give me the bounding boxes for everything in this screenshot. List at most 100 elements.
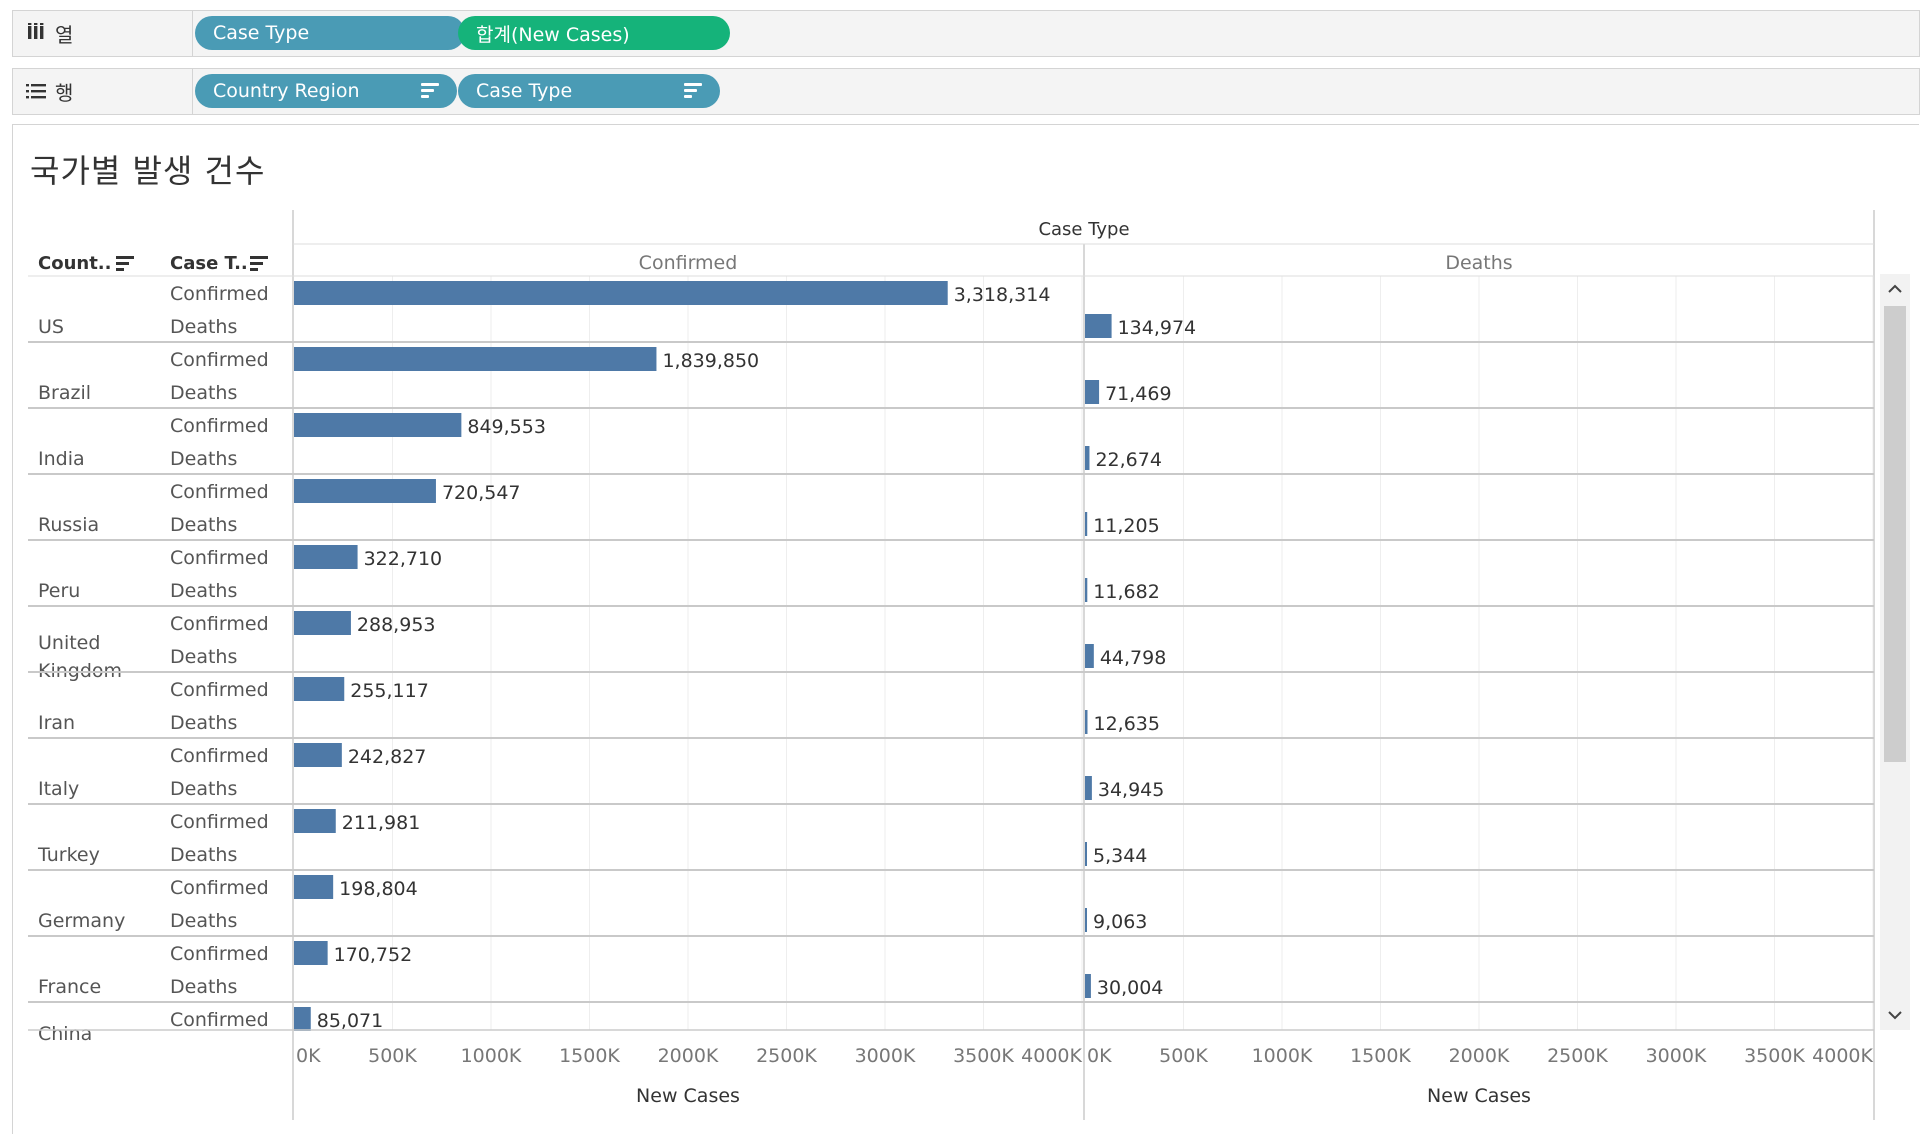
pill-sum-new-cases[interactable]: 합계(New Cases) [458, 16, 730, 50]
data-label-deaths: 5,344 [1093, 845, 1147, 867]
bar-deaths[interactable] [1085, 644, 1094, 668]
data-label-confirmed: 720,547 [442, 482, 521, 504]
data-label-confirmed: 1,839,850 [662, 350, 759, 372]
country-label: Russia [38, 514, 99, 536]
bar-confirmed[interactable] [294, 479, 436, 503]
bar-deaths[interactable] [1085, 776, 1092, 800]
country-label: India [38, 448, 85, 470]
axis-tick-label: 0K [296, 1045, 321, 1067]
case-type-label: Confirmed [170, 877, 269, 899]
data-label-deaths: 30,004 [1097, 977, 1163, 999]
pane-header-deaths: Deaths [1445, 252, 1512, 274]
bar-confirmed[interactable] [294, 743, 342, 767]
case-type-label: Deaths [170, 646, 237, 668]
sort-icon[interactable] [250, 268, 258, 271]
data-label-confirmed: 170,752 [334, 944, 413, 966]
column-header-country: Count.. [38, 253, 112, 274]
case-type-label: Confirmed [170, 1009, 269, 1031]
columns-shelf-label: 열 [13, 11, 193, 56]
axis-title: New Cases [636, 1085, 740, 1107]
data-label-deaths: 134,974 [1118, 317, 1197, 339]
sort-icon[interactable] [116, 262, 129, 265]
data-label-confirmed: 85,071 [317, 1010, 383, 1032]
pill-country-region[interactable]: Country Region [195, 74, 457, 108]
columns-shelf[interactable]: 열 Case Type 합계(New Cases) [12, 10, 1920, 57]
case-type-label: Deaths [170, 910, 237, 932]
page-title: 국가별 발생 건수 [30, 152, 266, 190]
country-label: Germany [38, 910, 125, 932]
axis-tick-label: 1500K [1350, 1045, 1411, 1067]
bar-confirmed[interactable] [294, 611, 351, 635]
axis-tick-label: 2500K [756, 1045, 817, 1067]
data-label-deaths: 34,945 [1098, 779, 1164, 801]
data-label-confirmed: 322,710 [364, 548, 443, 570]
case-type-header: Case Type [1038, 219, 1129, 240]
scrollbar-thumb[interactable] [1884, 306, 1906, 762]
case-type-label: Confirmed [170, 349, 269, 371]
sort-icon[interactable] [250, 262, 263, 265]
bar-deaths[interactable] [1085, 380, 1100, 404]
sort-icon[interactable] [250, 256, 268, 259]
data-label-deaths: 11,205 [1093, 515, 1159, 537]
case-type-label: Deaths [170, 844, 237, 866]
bar-confirmed[interactable] [294, 1007, 311, 1031]
data-label-deaths: 71,469 [1105, 383, 1171, 405]
case-type-label: Confirmed [170, 415, 269, 437]
bar-confirmed[interactable] [294, 941, 328, 965]
pill-case-type-row[interactable]: Case Type [458, 74, 720, 108]
bar-deaths[interactable] [1085, 710, 1088, 734]
case-type-label: Confirmed [170, 745, 269, 767]
case-type-label: Confirmed [170, 547, 269, 569]
bar-confirmed[interactable] [294, 347, 657, 371]
axis-tick-label: 2500K [1547, 1045, 1608, 1067]
country-label: US [38, 316, 64, 338]
bar-deaths[interactable] [1085, 842, 1087, 866]
data-label-confirmed: 255,117 [350, 680, 429, 702]
bar-confirmed[interactable] [294, 413, 462, 437]
axis-tick-label: 1500K [559, 1045, 620, 1067]
country-label: China [38, 1023, 92, 1045]
bar-deaths[interactable] [1085, 446, 1090, 470]
case-type-label: Confirmed [170, 679, 269, 701]
case-type-label: Confirmed [170, 283, 269, 305]
data-label-confirmed: 198,804 [339, 878, 418, 900]
sort-icon[interactable] [116, 256, 134, 259]
data-label-confirmed: 242,827 [348, 746, 427, 768]
bar-deaths[interactable] [1085, 314, 1112, 338]
sort-descending-icon[interactable] [684, 83, 702, 99]
bar-deaths[interactable] [1085, 512, 1088, 536]
case-type-label: Confirmed [170, 481, 269, 503]
bar-confirmed[interactable] [294, 875, 334, 899]
case-type-label: Deaths [170, 580, 237, 602]
bar-deaths[interactable] [1085, 974, 1091, 998]
bar-deaths[interactable] [1085, 578, 1088, 602]
case-type-label: Confirmed [170, 943, 269, 965]
case-type-label: Deaths [170, 778, 237, 800]
sort-icon[interactable] [116, 268, 124, 271]
data-label-deaths: 12,635 [1093, 713, 1159, 735]
data-label-deaths: 11,682 [1093, 581, 1159, 603]
axis-title: New Cases [1427, 1085, 1531, 1107]
pill-case-type-column[interactable]: Case Type [195, 16, 465, 50]
country-label: Iran [38, 712, 75, 734]
case-type-label: Confirmed [170, 613, 269, 635]
data-label-deaths: 44,798 [1100, 647, 1166, 669]
axis-tick-label: 500K [368, 1045, 417, 1067]
rows-shelf[interactable]: 행 Country Region Case Type [12, 68, 1920, 115]
scroll-up-icon[interactable] [1884, 276, 1906, 302]
country-label: Peru [38, 580, 80, 602]
bar-deaths[interactable] [1085, 908, 1087, 932]
sort-descending-icon[interactable] [421, 83, 439, 99]
data-label-deaths: 22,674 [1095, 449, 1161, 471]
rows-icon [25, 80, 47, 104]
case-type-label: Deaths [170, 382, 237, 404]
bar-confirmed[interactable] [294, 281, 948, 305]
pane-header-confirmed: Confirmed [639, 252, 738, 274]
bar-confirmed[interactable] [294, 809, 336, 833]
bar-confirmed[interactable] [294, 677, 345, 701]
country-label: Italy [38, 778, 79, 800]
bar-confirmed[interactable] [294, 545, 358, 569]
scroll-down-icon[interactable] [1884, 1002, 1906, 1028]
case-type-label: Deaths [170, 976, 237, 998]
case-type-label: Deaths [170, 514, 237, 536]
